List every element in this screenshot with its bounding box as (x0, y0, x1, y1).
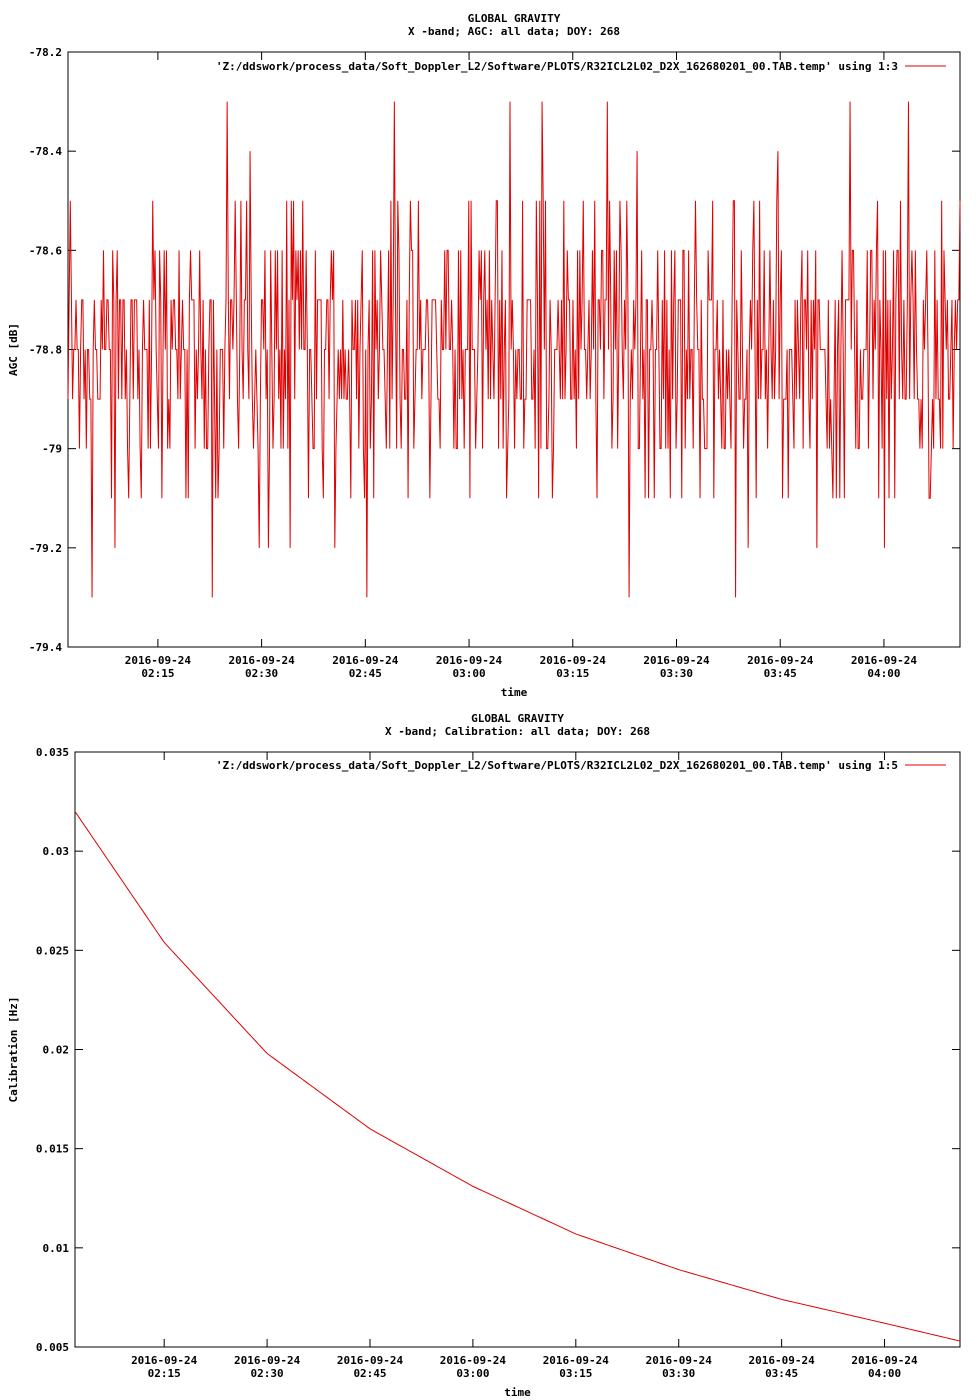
y-tick-label: 0.005 (36, 1341, 69, 1354)
chart-subtitle: X -band; Calibration: all data; DOY: 268 (385, 725, 650, 738)
legend-label: 'Z:/ddswork/process_data/Soft_Doppler_L2… (216, 60, 898, 73)
series-line (74, 811, 961, 1342)
y-tick-label: -79.4 (29, 641, 62, 654)
x-tick-date: 2016-09-24 (749, 1354, 816, 1367)
y-tick-label: 0.025 (36, 944, 69, 957)
x-tick-date: 2016-09-24 (851, 654, 918, 667)
y-axis-label: AGC [dB] (7, 323, 20, 376)
y-tick-label: 0.02 (43, 1044, 70, 1057)
y-axis-label: Calibration [Hz] (7, 997, 20, 1103)
y-tick-label: 0.01 (43, 1242, 70, 1255)
x-tick-date: 2016-09-24 (747, 654, 814, 667)
x-tick-date: 2016-09-24 (234, 1354, 301, 1367)
y-tick-label: -78.6 (29, 244, 62, 257)
series-line (67, 101, 961, 598)
x-tick-time: 03:30 (662, 1367, 695, 1380)
x-tick-time: 03:45 (764, 667, 797, 680)
x-tick-time: 03:15 (559, 1367, 592, 1380)
x-tick-time: 02:15 (141, 667, 174, 680)
x-tick-time: 02:45 (349, 667, 382, 680)
x-tick-time: 02:15 (148, 1367, 181, 1380)
x-tick-date: 2016-09-24 (643, 654, 710, 667)
x-tick-time: 02:30 (245, 667, 278, 680)
x-tick-date: 2016-09-24 (337, 1354, 404, 1367)
chart-subtitle: X -band; AGC: all data; DOY: 268 (408, 25, 620, 38)
x-tick-date: 2016-09-24 (646, 1354, 713, 1367)
y-tick-label: -79.2 (29, 542, 62, 555)
x-tick-date: 2016-09-24 (440, 1354, 507, 1367)
y-tick-label: 0.03 (43, 845, 70, 858)
y-tick-label: -78.2 (29, 46, 62, 59)
x-tick-time: 03:30 (660, 667, 693, 680)
plot-frame (74, 751, 961, 1348)
x-tick-date: 2016-09-24 (540, 654, 607, 667)
x-tick-date: 2016-09-24 (436, 654, 503, 667)
x-tick-date: 2016-09-24 (851, 1354, 918, 1367)
y-tick-label: -78.8 (29, 344, 62, 357)
chart-title: GLOBAL GRAVITY (468, 12, 561, 25)
x-tick-date: 2016-09-24 (228, 654, 295, 667)
plot-frame (67, 51, 961, 648)
x-tick-date: 2016-09-24 (131, 1354, 198, 1367)
y-tick-label: -78.4 (29, 145, 62, 158)
x-tick-time: 04:00 (868, 1367, 901, 1380)
x-tick-time: 03:00 (452, 667, 485, 680)
x-tick-time: 03:15 (556, 667, 589, 680)
x-tick-time: 02:45 (353, 1367, 386, 1380)
y-tick-label: 0.015 (36, 1143, 69, 1156)
x-tick-time: 02:30 (251, 1367, 284, 1380)
x-axis-label: time (501, 686, 528, 699)
x-tick-time: 03:45 (765, 1367, 798, 1380)
x-tick-time: 04:00 (867, 667, 900, 680)
legend-label: 'Z:/ddswork/process_data/Soft_Doppler_L2… (216, 759, 898, 772)
chart-title: GLOBAL GRAVITY (471, 712, 564, 725)
x-tick-date: 2016-09-24 (543, 1354, 610, 1367)
x-axis-label: time (504, 1386, 531, 1399)
x-tick-date: 2016-09-24 (125, 654, 192, 667)
x-tick-date: 2016-09-24 (332, 654, 399, 667)
y-tick-label: -79 (42, 443, 62, 456)
y-tick-label: 0.035 (36, 746, 69, 759)
x-tick-time: 03:00 (456, 1367, 489, 1380)
